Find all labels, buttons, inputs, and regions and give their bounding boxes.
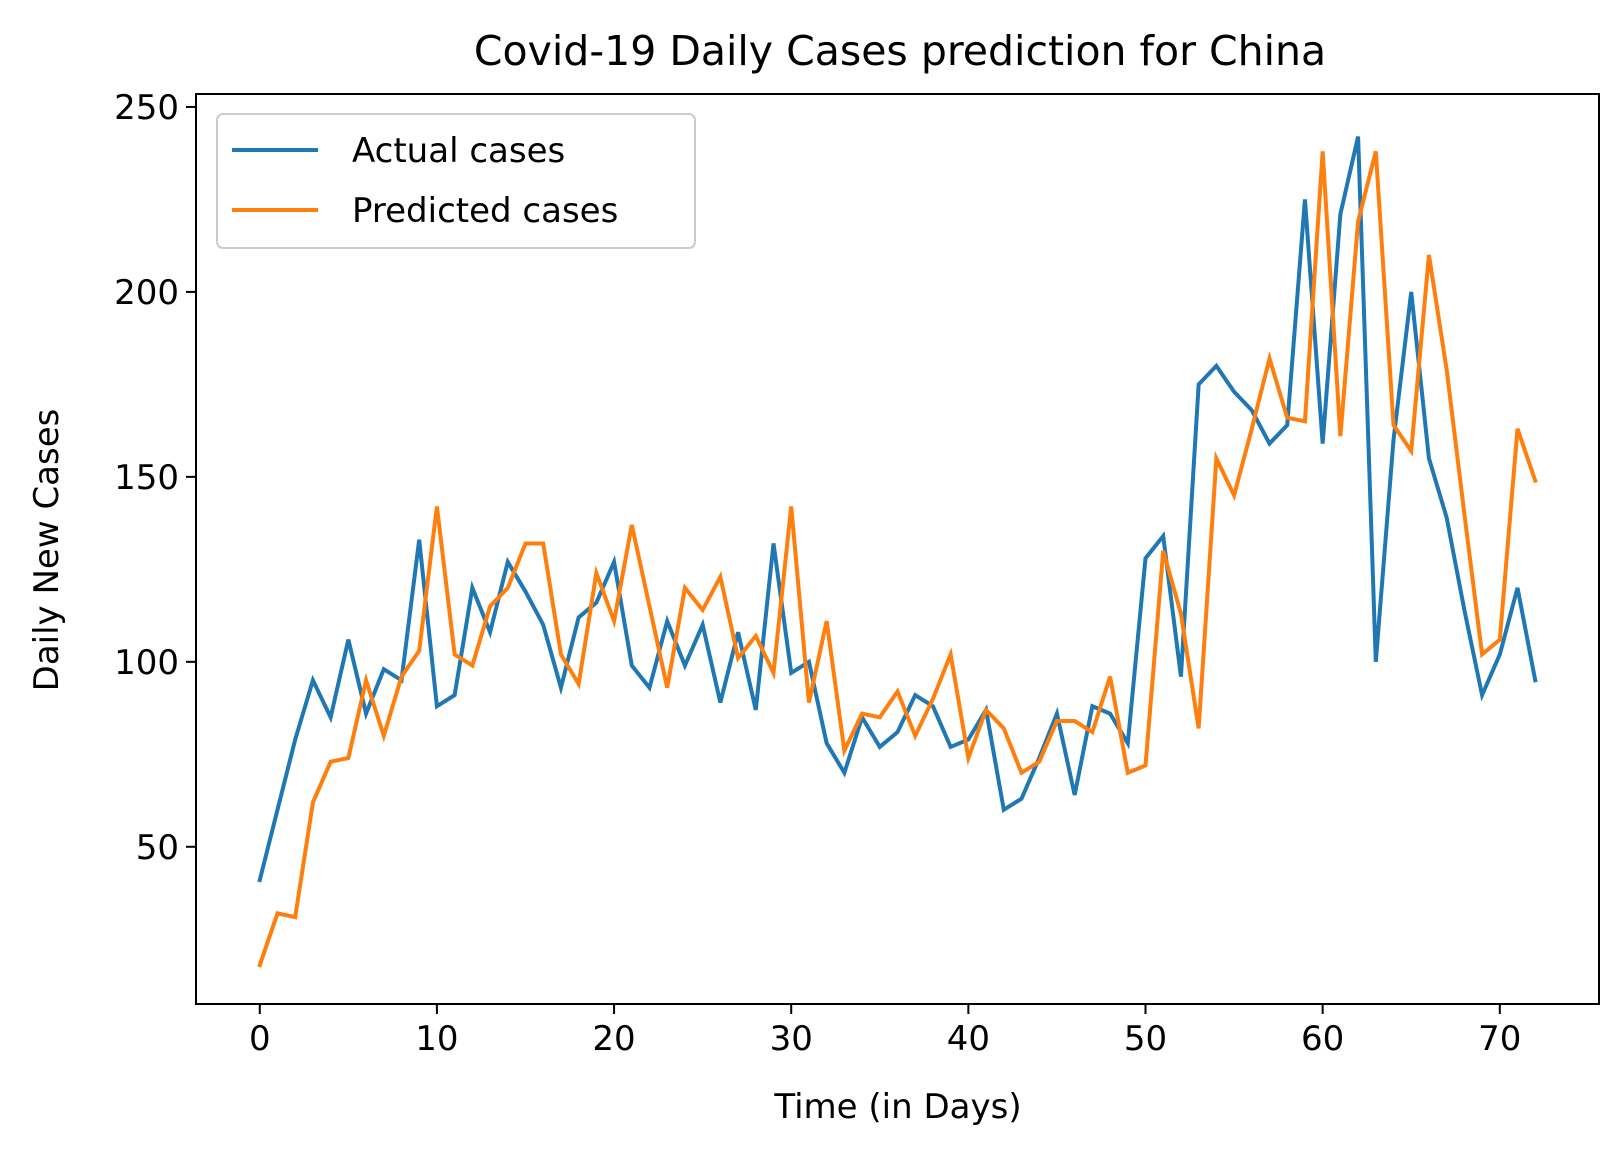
y-axis: 50 100 150 200 250 xyxy=(114,88,196,868)
legend-box xyxy=(216,113,696,249)
series-line-predicted xyxy=(257,150,1538,968)
legend-entries: Actual cases Predicted cases xyxy=(232,131,618,231)
y-axis-label: Daily New Cases xyxy=(27,409,67,692)
x-tick-label: 0 xyxy=(249,1019,271,1059)
plot-frame xyxy=(195,93,1600,1005)
x-tick-label: 50 xyxy=(1124,1019,1167,1059)
legend-label: Predicted cases xyxy=(352,191,618,231)
legend: Actual cases Predicted cases xyxy=(216,113,696,249)
x-tick-label: 10 xyxy=(415,1019,458,1059)
chart-title: Covid-19 Daily Cases prediction for Chin… xyxy=(474,27,1326,75)
x-tick-label: 20 xyxy=(592,1019,635,1059)
x-axis-label: Time (in Days) xyxy=(773,1087,1021,1127)
x-tick-label: 30 xyxy=(770,1019,813,1059)
series-line-actual xyxy=(257,136,1538,883)
y-tick-label: 100 xyxy=(114,643,179,683)
legend-label: Actual cases xyxy=(352,131,565,171)
x-tick-label: 60 xyxy=(1301,1019,1344,1059)
y-tick-label: 250 xyxy=(114,88,179,128)
y-tick-label: 200 xyxy=(114,273,179,313)
series-layer xyxy=(257,136,1538,968)
x-axis: 0 10 20 30 40 50 60 70 xyxy=(249,1004,1521,1059)
y-tick-label: 50 xyxy=(136,828,179,868)
x-tick-label: 70 xyxy=(1478,1019,1521,1059)
x-tick-label: 40 xyxy=(947,1019,990,1059)
y-tick-label: 150 xyxy=(114,458,179,498)
